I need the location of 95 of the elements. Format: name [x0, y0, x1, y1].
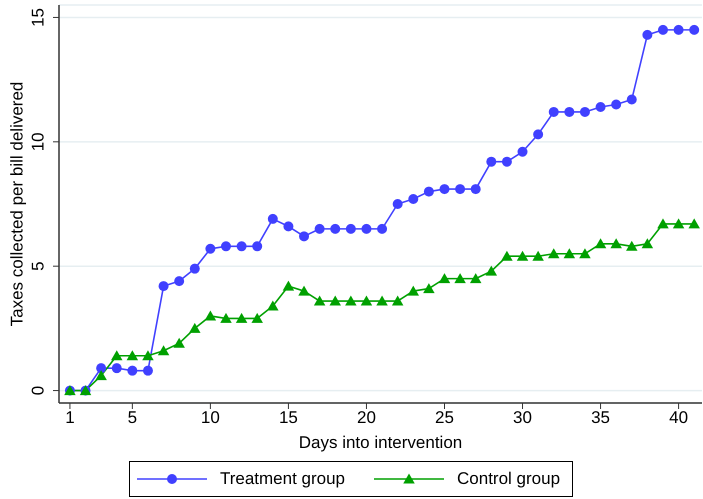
point — [345, 296, 357, 306]
point — [596, 102, 606, 112]
point — [127, 366, 138, 376]
x-tick-label: 40 — [669, 408, 688, 427]
point — [158, 345, 170, 356]
point — [580, 106, 590, 117]
point — [298, 286, 310, 296]
y-axis-title: Taxes collected per bill delivered — [8, 82, 26, 326]
point — [142, 366, 153, 376]
x-tick-label: 15 — [278, 408, 298, 427]
point — [642, 238, 654, 248]
point — [282, 280, 294, 291]
x-tick-label: 5 — [128, 408, 138, 427]
point — [205, 244, 216, 254]
point — [470, 184, 481, 194]
y-tick-label: 0 — [28, 386, 48, 396]
point — [392, 296, 404, 306]
x-axis-title: Days into intervention — [298, 433, 462, 452]
x-tick-label: 35 — [591, 408, 610, 427]
point — [236, 241, 247, 252]
point — [486, 156, 496, 167]
point — [189, 322, 201, 333]
point — [611, 100, 622, 110]
point — [657, 218, 669, 228]
point — [376, 296, 388, 306]
point — [267, 300, 279, 310]
point — [283, 221, 294, 232]
point — [516, 250, 528, 261]
point — [329, 296, 341, 306]
point — [501, 250, 513, 261]
point — [174, 276, 184, 286]
point — [408, 194, 418, 204]
x-tick-label: 30 — [513, 408, 532, 427]
point — [689, 24, 700, 35]
x-tick-label: 25 — [435, 408, 454, 427]
point — [314, 296, 326, 306]
point — [158, 281, 169, 292]
point — [594, 238, 606, 248]
x-tick-label: 10 — [200, 408, 220, 427]
point — [532, 250, 544, 261]
point — [142, 350, 154, 360]
point — [438, 273, 450, 284]
point — [548, 248, 560, 258]
point — [548, 106, 559, 117]
point — [439, 184, 450, 194]
y-tick-label: 10 — [28, 132, 48, 152]
point — [268, 214, 278, 224]
y-tick-label: 15 — [28, 8, 48, 27]
point — [424, 186, 434, 197]
x-tick-label: 20 — [356, 408, 376, 427]
point — [346, 224, 356, 234]
point — [110, 350, 122, 360]
point — [220, 312, 232, 323]
y-tick-label: 5 — [28, 261, 48, 271]
point — [502, 156, 512, 167]
point — [360, 296, 372, 306]
point — [674, 24, 684, 35]
point — [251, 312, 263, 323]
legend-label: Control group — [457, 469, 560, 489]
point — [486, 266, 498, 276]
point — [470, 273, 482, 284]
point — [95, 370, 107, 380]
point — [408, 286, 420, 296]
point — [642, 30, 652, 40]
point — [236, 312, 248, 323]
point — [392, 199, 403, 209]
point — [454, 273, 466, 284]
point — [610, 238, 622, 248]
point — [330, 224, 340, 234]
point — [190, 264, 200, 274]
point — [96, 363, 106, 374]
point — [204, 310, 216, 320]
point — [626, 94, 637, 105]
point — [455, 184, 466, 194]
point — [579, 248, 591, 258]
point — [361, 224, 372, 234]
point — [126, 350, 138, 360]
point — [658, 24, 668, 35]
point — [626, 240, 638, 251]
point — [112, 363, 122, 374]
point — [299, 231, 310, 242]
point — [173, 338, 185, 348]
point — [564, 106, 574, 117]
point — [564, 248, 576, 258]
point — [533, 129, 544, 140]
point — [314, 224, 325, 234]
point — [672, 218, 684, 228]
legend-label: Treatment group — [220, 469, 346, 489]
point — [518, 146, 528, 157]
point — [423, 283, 435, 294]
x-tick-label: 1 — [65, 408, 75, 427]
point — [252, 241, 262, 252]
point — [688, 218, 700, 228]
point — [377, 224, 388, 234]
point — [220, 241, 231, 252]
